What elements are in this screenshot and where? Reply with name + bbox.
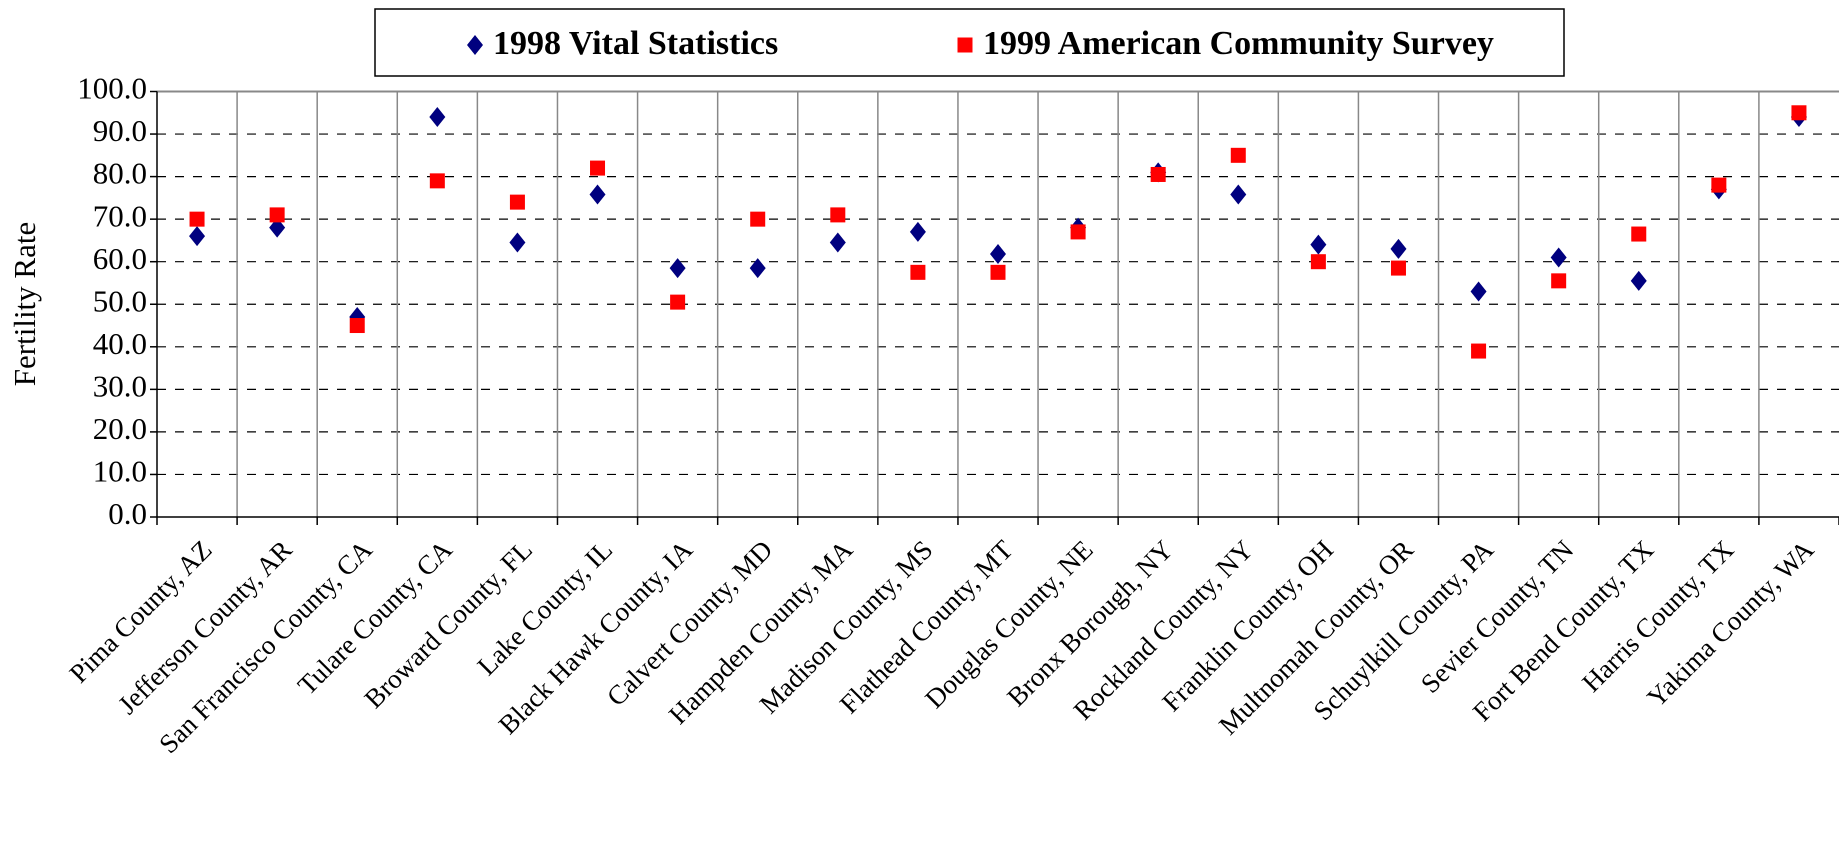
legend-marker (467, 35, 483, 55)
data-point (349, 318, 365, 334)
data-point (1150, 166, 1166, 182)
data-point (829, 232, 846, 253)
y-axis-title: Fertility Rate (7, 222, 42, 386)
y-tick-label: 70.0 (93, 198, 147, 233)
data-point (1551, 273, 1567, 289)
data-point (509, 232, 526, 253)
data-point (509, 194, 525, 210)
y-tick-label: 100.0 (77, 71, 147, 106)
data-point (1070, 224, 1086, 240)
data-point (589, 184, 606, 205)
y-tick-label: 50.0 (93, 283, 147, 318)
data-point (1470, 281, 1487, 302)
y-tick-label: 20.0 (93, 411, 147, 446)
data-point (189, 226, 206, 247)
data-point (990, 244, 1006, 265)
data-point (590, 160, 606, 176)
data-point (1390, 238, 1407, 259)
data-point (429, 173, 445, 189)
data-point (1230, 147, 1246, 163)
data-point (429, 107, 446, 128)
x-tick-label: Harris County, TX (1576, 534, 1740, 698)
data-point (189, 211, 205, 227)
data-point (749, 258, 766, 279)
y-tick-label: 30.0 (93, 368, 147, 403)
data-point (830, 207, 846, 223)
data-point (1310, 234, 1327, 255)
data-point (1631, 226, 1647, 242)
data-point (269, 207, 285, 223)
data-point (1711, 177, 1727, 193)
data-point (1471, 343, 1487, 359)
y-tick-label: 90.0 (93, 113, 147, 148)
y-tick-label: 0.0 (108, 496, 147, 531)
data-point (1310, 254, 1326, 270)
legend-label: 1998 Vital Statistics (493, 25, 778, 62)
x-tick-label: Pima County, AZ (64, 534, 218, 688)
data-point (1791, 105, 1807, 121)
y-tick-label: 40.0 (93, 326, 147, 361)
y-tick-label: 80.0 (93, 156, 147, 191)
data-point (909, 221, 926, 242)
data-point (670, 294, 686, 310)
y-tick-label: 10.0 (93, 454, 147, 489)
data-point (269, 217, 286, 238)
legend-label: 1999 American Community Survey (983, 25, 1494, 62)
data-point (750, 211, 766, 227)
data-point (1390, 260, 1406, 276)
data-point (1550, 247, 1567, 268)
data-point (669, 258, 686, 279)
data-point (990, 264, 1006, 280)
data-point (1230, 184, 1247, 205)
data-point (910, 264, 926, 280)
data-point (1630, 270, 1647, 291)
legend-marker (957, 37, 973, 53)
y-tick-label: 60.0 (93, 241, 147, 276)
